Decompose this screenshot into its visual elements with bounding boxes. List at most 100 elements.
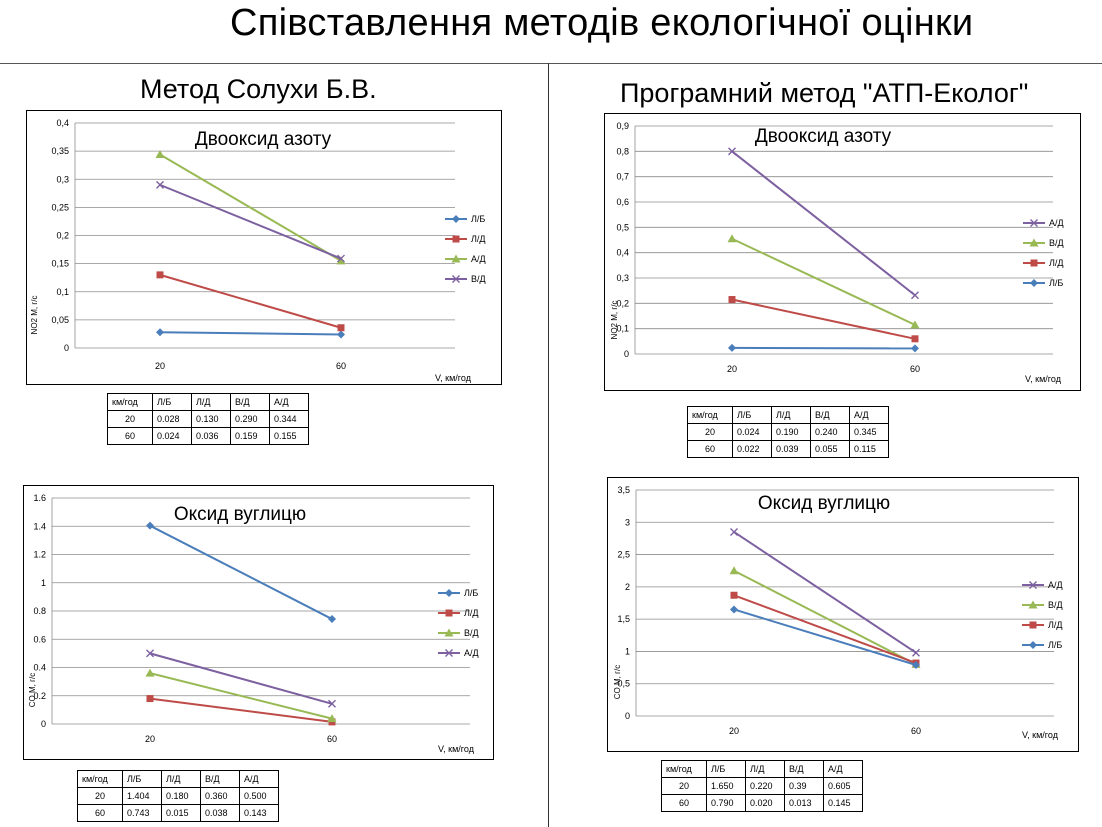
data-point (912, 660, 920, 669)
table-cell: 60 (77, 804, 123, 822)
series-line (733, 608, 917, 666)
y-tick-label: 1.4 (33, 521, 46, 531)
table-cell: 1.650 (706, 777, 746, 795)
legend-marker (451, 254, 461, 263)
chart-co-soluha: 0 0.2 0.4 0.6 0.8 1 1.2 1.4 1.6 20 60 Оксид вуглицю… (28, 493, 479, 754)
legend-label: А/Д (471, 254, 486, 264)
x-tick-label: 60 (911, 726, 921, 736)
data-point (337, 254, 345, 263)
x-tick-label: 20 (155, 361, 165, 371)
y-tick-label: 0,1 (56, 287, 69, 297)
y-axis-label: CO M, г/с (613, 665, 622, 699)
series-line (149, 524, 333, 620)
chart-title: Оксид вуглицю (174, 504, 306, 525)
x-axis-label: V, км/год (1025, 374, 1062, 384)
data-point (337, 330, 345, 339)
table-cell: 0.039 (771, 440, 811, 458)
chart-no2-soluha: 0 0,05 0,1 0,15 0,2 0,25 0,3 0,35 0,4 20 60 Двоокси… (30, 118, 486, 383)
table-row: 60 0.022 0.039 0.055 0.115 (687, 440, 889, 458)
table-cell: 0.055 (810, 440, 850, 458)
legend-label: Л/Б (1049, 278, 1063, 288)
data-point (336, 256, 346, 265)
table-cell: 0.036 (191, 427, 231, 445)
legend-marker (1029, 581, 1037, 589)
data-point (911, 335, 919, 343)
data-point (327, 714, 337, 723)
data-point (730, 605, 738, 614)
table-row: 20 1.650 0.220 0.39 0.605 (661, 777, 863, 795)
table-cell: Л/Д (745, 760, 785, 778)
y-tick-label: 0,4 (616, 248, 629, 258)
table-cell: 0.038 (200, 804, 240, 822)
data-point (146, 695, 154, 703)
y-tick-label: 1 (41, 578, 46, 588)
data-point (328, 615, 336, 624)
table-cell: В/Д (230, 393, 270, 411)
series-line (731, 298, 916, 340)
data-point (146, 649, 154, 658)
data-table-no2-atp: км/год Л/Б Л/Д В/Д А/Д 20 0.024 0.190 0.240 0.345… (687, 406, 889, 458)
table-cell: 0.500 (239, 787, 279, 805)
y-axis-label: NO2 M, г/с (30, 296, 39, 335)
data-point (156, 328, 164, 337)
table-cell: А/Д (849, 406, 889, 424)
x-axis-label: V, км/год (435, 373, 472, 383)
table-cell: А/Д (269, 393, 309, 411)
y-tick-label: 0,3 (56, 174, 69, 184)
table-cell: 1.404 (122, 787, 162, 805)
page-title: Співставлення методів екологічної оцінки (230, 2, 974, 44)
series-line (149, 672, 333, 720)
y-tick-label: 1,5 (617, 614, 630, 624)
legend-marker (1029, 641, 1037, 649)
data-table-co-soluha: км/год Л/Б Л/Д В/Д А/Д 20 1.404 0.180 0.360 0.500… (77, 770, 279, 822)
y-tick-label: 0 (624, 349, 629, 359)
table-cell: 0.024 (152, 427, 192, 445)
table-cell: 0.345 (849, 423, 889, 441)
table-cell: В/Д (810, 406, 850, 424)
y-tick-label: 0.2 (33, 691, 46, 701)
series-line (159, 273, 342, 329)
y-tick-label: 1 (625, 646, 630, 656)
table-cell: 0.220 (745, 777, 785, 795)
legend-marker (1029, 238, 1039, 247)
data-point (728, 296, 736, 304)
legend-marker (1029, 621, 1037, 629)
data-table-co-atp: км/год Л/Б Л/Д В/Д А/Д 20 1.650 0.220 0.39 0.605 6… (661, 760, 863, 812)
y-tick-label: 0,2 (56, 231, 69, 241)
table-cell: 0.015 (161, 804, 201, 822)
legend-marker (1030, 219, 1038, 227)
table-cell: 0.790 (706, 794, 746, 812)
chart-title: Оксид вуглицю (758, 493, 890, 514)
table-row: 20 1.404 0.180 0.360 0.500 (77, 787, 279, 805)
data-point (729, 566, 739, 575)
legend-marker (1028, 600, 1038, 609)
table-cell: 0.190 (771, 423, 811, 441)
legend-marker (445, 589, 453, 597)
y-tick-label: 0,7 (616, 172, 629, 182)
data-point (337, 324, 345, 332)
data-point (728, 343, 736, 352)
legend-marker (444, 628, 454, 637)
table-cell: 60 (661, 794, 707, 812)
x-tick-label: 60 (336, 361, 346, 371)
chart-panel-co-soluha: 0 0.2 0.4 0.6 0.8 1 1.2 1.4 1.6 20 60 Оксид вуглицю… (23, 485, 494, 760)
y-tick-label: 1.6 (33, 493, 46, 503)
data-point (146, 521, 154, 530)
legend-label: А/Д (464, 648, 479, 658)
y-tick-label: 0,15 (51, 259, 69, 269)
series-line (733, 569, 917, 666)
table-cell: 0.022 (732, 440, 772, 458)
chart-no2-atp: 0 0,1 0,2 0,3 0,4 0,5 0,6 0,7 0,8 0,9 20 60 Двооксид… (610, 121, 1064, 384)
y-tick-label: 2,5 (617, 550, 630, 560)
y-axis-label: NO2 M, г/с (610, 301, 619, 340)
y-tick-label: 0,2 (616, 298, 629, 308)
chart-panel-no2-atp: 0 0,1 0,2 0,3 0,4 0,5 0,6 0,7 0,8 0,9 20 60 Двооксид… (604, 113, 1081, 391)
table-cell: 20 (661, 777, 707, 795)
data-point (911, 291, 919, 300)
table-cell: км/год (661, 760, 707, 778)
y-tick-label: 2 (625, 582, 630, 592)
legend-label: В/Д (471, 274, 486, 284)
table-header-row: км/год Л/Б Л/Д В/Д А/Д (77, 770, 279, 788)
table-row: 60 0.743 0.015 0.038 0.143 (77, 804, 279, 822)
chart-co-atp: 0 0,5 1 1,5 2 2,5 3 3,5 20 60 Оксид вуглицю CO M, г… (613, 485, 1063, 740)
